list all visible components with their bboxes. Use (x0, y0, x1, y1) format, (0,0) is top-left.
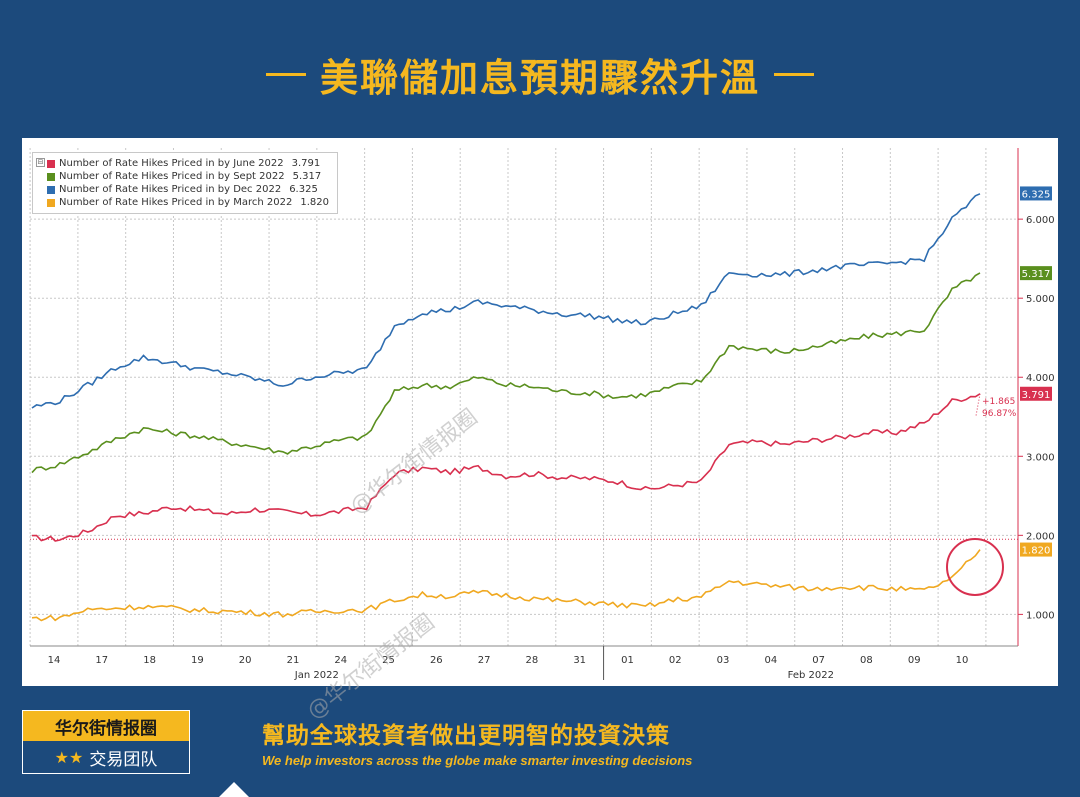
legend-item-sept[interactable]: Number of Rate Hikes Priced in by Sept 2… (47, 170, 329, 183)
slogan-chinese: 幫助全球投資者做出更明智的投資決策 (262, 723, 670, 749)
month-label: Jan 2022 (294, 670, 339, 681)
legend-label-march: Number of Rate Hikes Priced in by March … (59, 197, 293, 208)
legend-swatch-sept (47, 172, 55, 181)
legend-value-june: 3.791 (291, 158, 321, 169)
legend-label-dec: Number of Rate Hikes Priced in by Dec 20… (59, 184, 282, 195)
brand-box: 华尔街情报圈 ★★ 交易团队 (22, 710, 190, 774)
annotation-change: +1.865 (982, 397, 1015, 407)
x-tick-label: 02 (669, 655, 682, 666)
x-tick-label: 28 (526, 655, 539, 666)
x-tick-label: 03 (717, 655, 730, 666)
series-end-tag (1020, 542, 1052, 557)
annotation-leader (975, 393, 981, 416)
legend-value-dec: 6.325 (289, 184, 318, 195)
y-tick-label: 3.000 (1026, 452, 1055, 463)
series-line (32, 393, 981, 542)
bottom-pointer-icon (219, 782, 249, 797)
x-tick-label: 04 (764, 655, 777, 666)
legend-swatch-march (47, 198, 55, 207)
series-line (31, 193, 981, 409)
x-tick-label: 18 (143, 655, 156, 666)
y-tick-label: 6.000 (1026, 215, 1055, 226)
x-tick-label: 09 (908, 655, 921, 666)
chart-frame: 1.000 2.000 3.000 4.000 5.000 6.000 14 17 18 19 20… (22, 138, 1058, 724)
annotation-percent: 96.87% (982, 409, 1017, 419)
series-end-tag (1020, 186, 1052, 201)
legend-value-march: 1.820 (300, 197, 329, 208)
series-end-label: 3.791 (1022, 390, 1051, 401)
y-tick-label: 1.000 (1026, 610, 1055, 621)
x-tick-label: 17 (95, 655, 108, 666)
x-tick-label: 21 (287, 655, 300, 666)
series-end-tag (1020, 386, 1052, 401)
y-tick-label: 5.000 (1026, 294, 1055, 305)
series-line (31, 272, 981, 474)
month-label: Feb 2022 (788, 670, 834, 681)
y-tick-label: 4.000 (1026, 373, 1055, 384)
plot-area (30, 148, 1018, 646)
line-chart: 1.000 2.000 3.000 4.000 5.000 6.000 14 17 18 19 20… (29, 148, 1055, 681)
x-tick-label: 24 (334, 655, 347, 666)
series-line (31, 549, 981, 622)
x-tick-label: 26 (430, 655, 443, 666)
brand-team: 交易团队 (89, 749, 158, 770)
highlight-circle (946, 537, 1004, 596)
x-tick-label: 31 (573, 655, 586, 666)
x-tick-label: 10 (956, 655, 969, 666)
x-tick-label: 07 (812, 655, 825, 666)
legend-value-sept: 5.317 (292, 171, 322, 182)
x-tick-label: 01 (621, 655, 634, 666)
slogan-english: We help investors across the globe make … (262, 753, 693, 768)
legend-collapse-icon[interactable]: ⊟ (36, 158, 45, 167)
legend-label-sept: Number of Rate Hikes Priced in by Sept 2… (59, 171, 285, 182)
legend-label-june: Number of Rate Hikes Priced in by June 2… (59, 158, 284, 169)
legend-swatch-dec (47, 185, 55, 194)
x-tick-label: 14 (48, 655, 61, 666)
brand-name: 华尔街情报圈 (23, 711, 189, 741)
legend-item-march[interactable]: Number of Rate Hikes Priced in by March … (47, 196, 329, 209)
brand-team-row: ★★ 交易团队 (23, 741, 189, 773)
y-tick-label: 2.000 (1026, 531, 1055, 542)
series-end-label: 1.820 (1022, 546, 1051, 557)
x-tick-label: 19 (191, 655, 204, 666)
x-tick-label: 27 (478, 655, 491, 666)
title-row: 美聯儲加息預期驟然升溫 (0, 44, 1080, 104)
series-end-label: 6.325 (1022, 189, 1051, 200)
star-icon: ★★ (54, 747, 84, 767)
x-tick-label: 08 (860, 655, 873, 666)
x-tick-label: 20 (239, 655, 252, 666)
legend-item-june[interactable]: Number of Rate Hikes Priced in by June 2… (47, 157, 329, 170)
legend-item-dec[interactable]: Number of Rate Hikes Priced in by Dec 20… (47, 183, 329, 196)
legend-swatch-june (47, 159, 55, 168)
series-end-label: 5.317 (1022, 269, 1051, 280)
title-left-rule (265, 72, 306, 76)
title-right-rule (774, 72, 814, 76)
page-title: 美聯儲加息預期驟然升溫 (319, 55, 760, 100)
series-end-tag (1020, 266, 1052, 281)
x-tick-label: 25 (382, 655, 395, 666)
chart-legend: ⊟ Number of Rate Hikes Priced in by June… (32, 152, 338, 214)
